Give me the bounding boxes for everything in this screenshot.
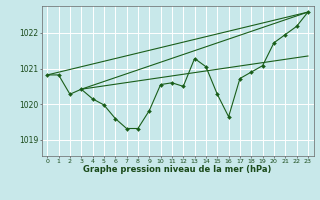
X-axis label: Graphe pression niveau de la mer (hPa): Graphe pression niveau de la mer (hPa) bbox=[84, 165, 272, 174]
